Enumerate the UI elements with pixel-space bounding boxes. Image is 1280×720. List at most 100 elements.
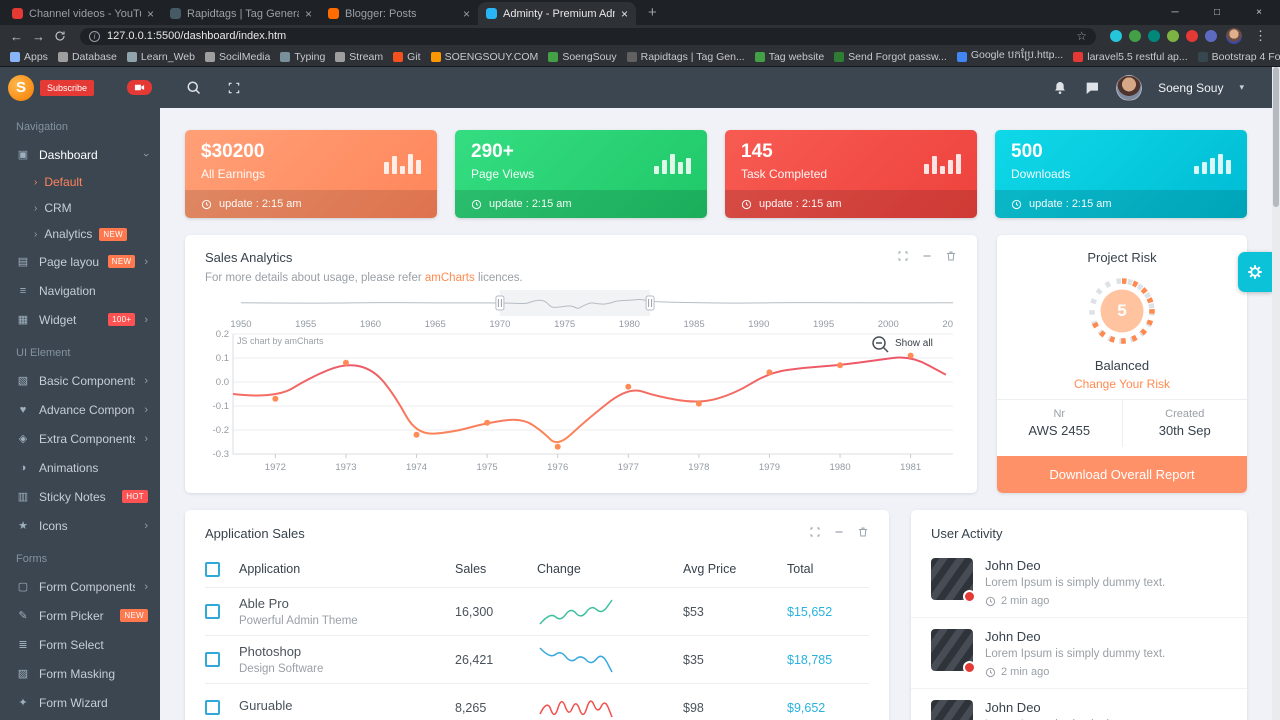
browser-menu-button[interactable]: ⋮ bbox=[1254, 28, 1267, 43]
stat-card-page-views[interactable]: 290+ Page Views update : 2:15 am bbox=[455, 130, 707, 218]
sidebar-item-dashboard[interactable]: ▣ Dashboard › bbox=[0, 140, 160, 169]
bookmark-star-icon[interactable]: ☆ bbox=[1076, 29, 1087, 43]
sidebar-subitem-default[interactable]: › Default bbox=[0, 169, 160, 195]
chart-range-handle[interactable] bbox=[645, 295, 655, 311]
card-collapse-icon[interactable] bbox=[833, 526, 845, 538]
stat-card-all-earnings[interactable]: $30200 All Earnings update : 2:15 am bbox=[185, 130, 437, 218]
page-scrollbar[interactable] bbox=[1272, 67, 1280, 720]
chart-data-point[interactable] bbox=[907, 352, 914, 359]
forward-button[interactable]: → bbox=[32, 28, 45, 44]
browser-tab-channel-videos-youtu[interactable]: Channel videos - YouTube Studio × bbox=[4, 2, 162, 25]
sidebar-subitem-crm[interactable]: › CRM bbox=[0, 195, 160, 221]
chart-data-point[interactable] bbox=[695, 400, 702, 407]
download-report-button[interactable]: Download Overall Report bbox=[997, 456, 1247, 493]
select-all-checkbox[interactable] bbox=[205, 561, 220, 577]
extension-icon[interactable] bbox=[1110, 30, 1122, 42]
chart-data-point[interactable] bbox=[554, 443, 561, 450]
new-tab-button[interactable]: + bbox=[648, 4, 657, 21]
sales-analytics-chart[interactable]: 1950 1955 1960 1965 1970 1975 1980 1985 1990 1995… bbox=[205, 286, 964, 486]
sidebar-item-form-components[interactable]: ▢ Form Components › bbox=[0, 572, 160, 601]
extension-icon[interactable] bbox=[1186, 30, 1198, 42]
chart-data-point[interactable] bbox=[272, 395, 279, 402]
sidebar-item-form-masking[interactable]: ▨ Form Masking bbox=[0, 659, 160, 688]
bookmark-typing[interactable]: Typing bbox=[280, 51, 325, 63]
sidebar-subitem-analytics[interactable]: › Analytics NEW bbox=[0, 221, 160, 247]
subscribe-button[interactable]: Subscribe bbox=[40, 79, 95, 96]
sidebar-item-icons[interactable]: ★ Icons › bbox=[0, 511, 160, 540]
browser-tab-rapidtags-tag-genera[interactable]: Rapidtags | Tag Generator × bbox=[162, 2, 320, 25]
sidebar-item-sticky-notes[interactable]: ▥ Sticky Notes HOT bbox=[0, 482, 160, 511]
stat-card-downloads[interactable]: 500 Downloads update : 2:15 am bbox=[995, 130, 1247, 218]
bookmark-laravel5-5-restful[interactable]: laravel5.5 restful ap... bbox=[1073, 51, 1188, 63]
tab-close-button[interactable]: × bbox=[304, 6, 312, 21]
chart-data-point[interactable] bbox=[413, 431, 420, 438]
back-button[interactable]: ← bbox=[10, 28, 23, 44]
extension-icon[interactable] bbox=[1129, 30, 1141, 42]
window-minimize-button[interactable]: ─ bbox=[1171, 7, 1179, 18]
bookmark-learn-web[interactable]: Learn_Web bbox=[126, 51, 195, 63]
window-close-button[interactable]: × bbox=[1256, 7, 1262, 18]
row-checkbox[interactable] bbox=[205, 700, 220, 715]
sidebar-item-animations[interactable]: ◑ Animations bbox=[0, 453, 160, 482]
sidebar-item-navigation[interactable]: ≡ Navigation bbox=[0, 276, 160, 305]
chart-data-point[interactable] bbox=[766, 369, 773, 376]
sidebar-item-advance-components[interactable]: ♥ Advance Components › bbox=[0, 395, 160, 424]
bookmark-soengsouy[interactable]: SoengSouy bbox=[548, 51, 617, 63]
bookmark-google-http[interactable]: Google បកប្រែ.http... bbox=[956, 49, 1063, 64]
site-info-icon[interactable]: i bbox=[89, 30, 100, 42]
bookmark-stream[interactable]: Stream bbox=[335, 51, 383, 63]
chart-data-point[interactable] bbox=[342, 359, 349, 366]
bookmark-socilmedia[interactable]: SocilMedia bbox=[205, 51, 270, 63]
extension-icon[interactable] bbox=[1167, 30, 1179, 42]
chart-data-point[interactable] bbox=[484, 419, 491, 426]
chart-range-handle[interactable] bbox=[495, 295, 505, 311]
bookmark-tag-website[interactable]: Tag website bbox=[754, 51, 824, 63]
user-name[interactable]: Soeng Souy bbox=[1158, 80, 1224, 95]
fullscreen-icon[interactable] bbox=[227, 80, 241, 95]
bookmark-soengsouy-com[interactable]: SOENGSOUY.COM bbox=[430, 51, 538, 63]
table-row-able-pro[interactable]: Able Pro Powerful Admin Theme 16,300 $53 $15… bbox=[205, 588, 869, 636]
extension-icon[interactable] bbox=[1205, 30, 1217, 42]
card-close-icon[interactable] bbox=[857, 526, 869, 538]
table-row-guruable[interactable]: Guruable 8,265 $98 $9,652 bbox=[205, 684, 869, 720]
search-icon[interactable] bbox=[186, 80, 201, 95]
bookmark-rapidtags-tag-gen[interactable]: Rapidtags | Tag Gen... bbox=[626, 51, 745, 63]
card-collapse-icon[interactable] bbox=[921, 250, 933, 262]
card-close-icon[interactable] bbox=[945, 250, 957, 262]
brand-logo[interactable]: S bbox=[8, 74, 34, 101]
bookmark-database[interactable]: Database bbox=[57, 51, 117, 63]
amcharts-link[interactable]: amCharts bbox=[424, 272, 475, 284]
chart-data-point[interactable] bbox=[837, 362, 844, 369]
sidebar-item-basic-components[interactable]: ▧ Basic Components › bbox=[0, 366, 160, 395]
camera-button[interactable] bbox=[127, 80, 152, 95]
row-checkbox[interactable] bbox=[205, 652, 220, 667]
bookmark-apps[interactable]: Apps bbox=[10, 51, 48, 63]
extension-icon[interactable] bbox=[1148, 30, 1160, 42]
refresh-button[interactable] bbox=[54, 30, 66, 42]
scrollbar-thumb[interactable] bbox=[1273, 67, 1279, 207]
sidebar-item-form-wizard[interactable]: ✦ Form Wizard bbox=[0, 688, 160, 717]
stat-card-task-completed[interactable]: 145 Task Completed update : 2:15 am bbox=[725, 130, 977, 218]
tab-close-button[interactable]: × bbox=[146, 6, 154, 21]
browser-tab-blogger-posts[interactable]: Blogger: Posts × bbox=[320, 2, 478, 25]
card-expand-icon[interactable] bbox=[897, 250, 909, 262]
bookmark-bootstrap-4-form-e[interactable]: Bootstrap 4 Form E... bbox=[1197, 51, 1280, 63]
browser-profile-avatar[interactable] bbox=[1226, 28, 1242, 44]
row-checkbox[interactable] bbox=[205, 604, 220, 619]
card-expand-icon[interactable] bbox=[809, 526, 821, 538]
messages-button[interactable] bbox=[1084, 80, 1100, 96]
tab-close-button[interactable]: × bbox=[620, 6, 628, 21]
address-bar[interactable]: i 127.0.0.1:5500/dashboard/index.htm ☆ bbox=[80, 27, 1096, 45]
browser-tab-adminty-premium-admi[interactable]: Adminty - Premium Admin Temp × bbox=[478, 2, 636, 25]
sidebar-item-extra-components[interactable]: ◈ Extra Components › bbox=[0, 424, 160, 453]
tab-close-button[interactable]: × bbox=[462, 6, 470, 21]
change-risk-link[interactable]: Change Your Risk bbox=[997, 377, 1247, 400]
bookmark-send-forgot-passw[interactable]: Send Forgot passw... bbox=[834, 51, 947, 63]
sidebar-item-page-layouts[interactable]: ▤ Page layouts NEW › bbox=[0, 247, 160, 276]
chart-data-point[interactable] bbox=[625, 383, 632, 390]
bookmark-git[interactable]: Git bbox=[393, 51, 421, 63]
sidebar-item-form-picker[interactable]: ✎ Form Picker NEW bbox=[0, 601, 160, 630]
